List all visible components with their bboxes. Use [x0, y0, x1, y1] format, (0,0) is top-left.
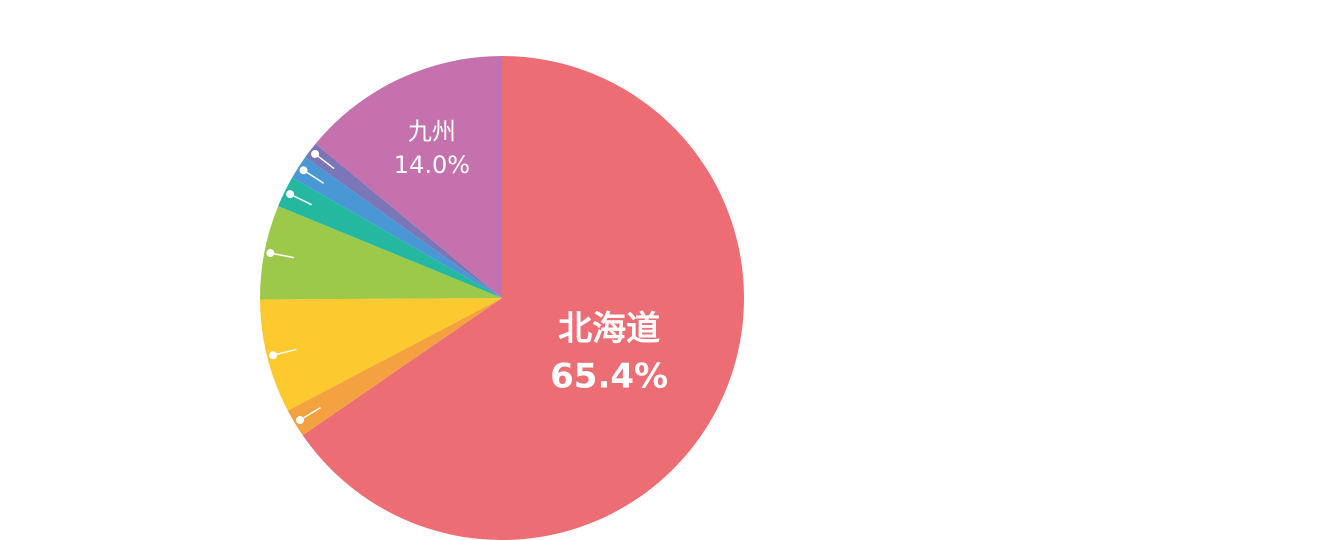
leader-dot	[299, 166, 308, 175]
leader-line	[314, 153, 335, 170]
slice-value: 14.0%	[394, 151, 470, 179]
pie-slice	[287, 298, 502, 436]
leader-line	[270, 252, 295, 259]
leader-dot	[286, 190, 295, 199]
slice-value: 65.4%	[550, 357, 668, 397]
pie-slice	[292, 156, 502, 298]
pie-slice	[260, 206, 502, 300]
pie-slice	[278, 177, 502, 298]
pie-slice	[305, 143, 502, 298]
leader-dot	[311, 149, 320, 158]
leader-dot	[296, 416, 305, 425]
pie-slice	[260, 298, 502, 411]
pie-slice	[302, 56, 745, 540]
leader-dot	[269, 351, 278, 360]
slice-label: 九州	[408, 117, 456, 145]
pie-slice	[315, 56, 502, 298]
leader-dot	[266, 249, 275, 258]
slice-label: 北海道	[558, 309, 660, 349]
